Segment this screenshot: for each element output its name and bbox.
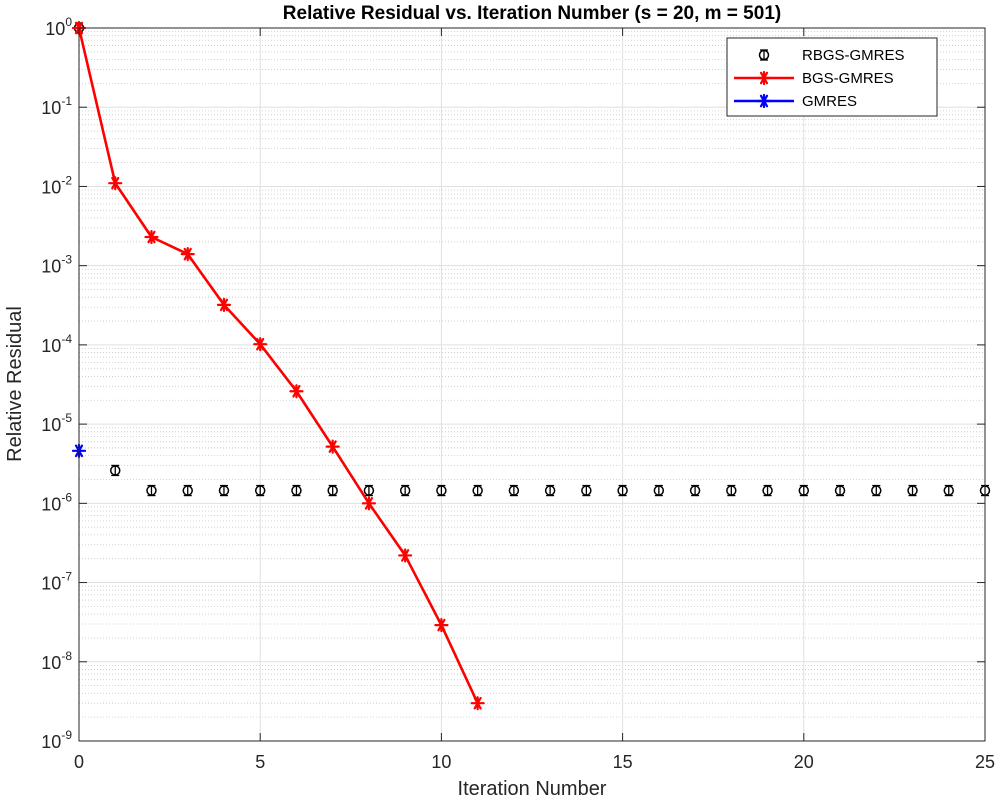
data-point-rbgs-gmres: [291, 484, 302, 497]
data-point-bgs-gmres: [434, 618, 449, 633]
data-point-rbgs-gmres: [581, 484, 592, 497]
data-point-rbgs-gmres: [689, 484, 701, 497]
data-point-rbgs-gmres: [363, 484, 375, 497]
series-rbgs-gmres: [73, 22, 991, 497]
y-tick-label: 10-1: [41, 94, 72, 118]
data-point-rbgs-gmres: [617, 484, 628, 497]
x-axis-ticks: 0 5 10 15 20 25: [74, 28, 995, 772]
legend-label-bgs-gmres: BGS-GMRES: [802, 70, 894, 87]
y-tick-label: 10-9: [41, 728, 72, 752]
legend: RBGS-GMRES BGS-GMRES GMRES: [726, 37, 938, 117]
legend-symbol-gmres: [756, 93, 772, 109]
data-point-bgs-gmres: [289, 384, 304, 399]
data-point-bgs-gmres: [144, 229, 159, 245]
series-layer: [71, 20, 991, 711]
data-point-rbgs-gmres: [218, 484, 230, 497]
data-point-bgs-gmres: [180, 246, 195, 262]
data-point-bgs-gmres: [108, 176, 123, 191]
legend-marker-bgs-gmres: [734, 70, 794, 86]
y-tick-label: 10-2: [41, 173, 72, 197]
legend-symbol-bgs-gmres: [756, 70, 772, 86]
data-point-rbgs-gmres: [508, 484, 520, 497]
y-axis-label: Relative Residual: [4, 306, 26, 462]
y-tick-label: 10-7: [41, 570, 72, 594]
data-point-rbgs-gmres: [399, 484, 411, 497]
x-tick-label: 15: [613, 752, 633, 772]
legend-item-gmres: GMRES: [734, 93, 857, 110]
legend-marker-rbgs-gmres: [758, 49, 770, 61]
x-tick-label: 20: [794, 752, 814, 772]
chart-title: Relative Residual vs. Iteration Number (…: [283, 3, 781, 24]
series-bgs-gmres: [71, 20, 485, 711]
y-tick-label: 100: [45, 15, 72, 39]
data-point-rbgs-gmres: [544, 484, 556, 497]
data-point-bgs-gmres: [325, 439, 340, 454]
data-point-rbgs-gmres: [327, 484, 338, 497]
x-tick-label: 0: [74, 752, 84, 772]
data-point-bgs-gmres: [216, 297, 232, 312]
x-tick-label: 25: [975, 752, 995, 772]
data-point-bgs-gmres: [253, 337, 268, 352]
data-point-rbgs-gmres: [907, 484, 918, 497]
data-point-rbgs-gmres: [472, 484, 483, 497]
data-point-rbgs-gmres: [834, 484, 846, 497]
y-axis-ticks: 100 10-1 10-2 10-3 10-4 10-5 10-6 10-7 10-8 10-9: [41, 15, 985, 752]
x-axis-label: Iteration Number: [458, 778, 607, 800]
y-tick-label: 10-8: [41, 649, 72, 673]
legend-label-gmres: GMRES: [802, 93, 857, 110]
minor-grid: [79, 31, 985, 718]
data-point-rbgs-gmres: [798, 484, 810, 497]
data-point-rbgs-gmres: [653, 484, 665, 497]
legend-symbol-rbgs-gmres: [758, 49, 770, 61]
legend-marker-gmres: [734, 93, 794, 109]
data-point-rbgs-gmres: [182, 484, 193, 497]
plot-frame: [78, 27, 986, 742]
series-line-bgs-gmres: [77, 27, 479, 704]
data-point-rbgs-gmres: [109, 464, 121, 477]
data-point-bgs-gmres: [361, 496, 377, 511]
data-point-rbgs-gmres: [254, 484, 266, 497]
data-point-bgs-gmres: [470, 696, 485, 711]
data-point-rbgs-gmres: [146, 484, 157, 497]
y-tick-label: 10-3: [41, 253, 72, 277]
legend-label-rbgs-gmres: RBGS-GMRES: [802, 47, 905, 64]
x-tick-label: 5: [255, 752, 265, 772]
y-tick-label: 10-6: [41, 490, 72, 514]
data-point-bgs-gmres: [398, 548, 413, 563]
data-point-rbgs-gmres: [436, 484, 447, 497]
data-point-rbgs-gmres: [871, 484, 882, 497]
x-tick-label: 10: [431, 752, 451, 772]
y-tick-label: 10-4: [41, 332, 72, 356]
y-tick-label: 10-5: [41, 411, 72, 435]
data-point-rbgs-gmres: [762, 484, 773, 497]
legend-item-rbgs-gmres: RBGS-GMRES: [758, 47, 905, 64]
legend-item-bgs-gmres: BGS-GMRES: [734, 70, 894, 87]
data-point-rbgs-gmres: [943, 484, 955, 497]
plot-area: [79, 28, 985, 741]
data-point-rbgs-gmres: [726, 484, 737, 497]
